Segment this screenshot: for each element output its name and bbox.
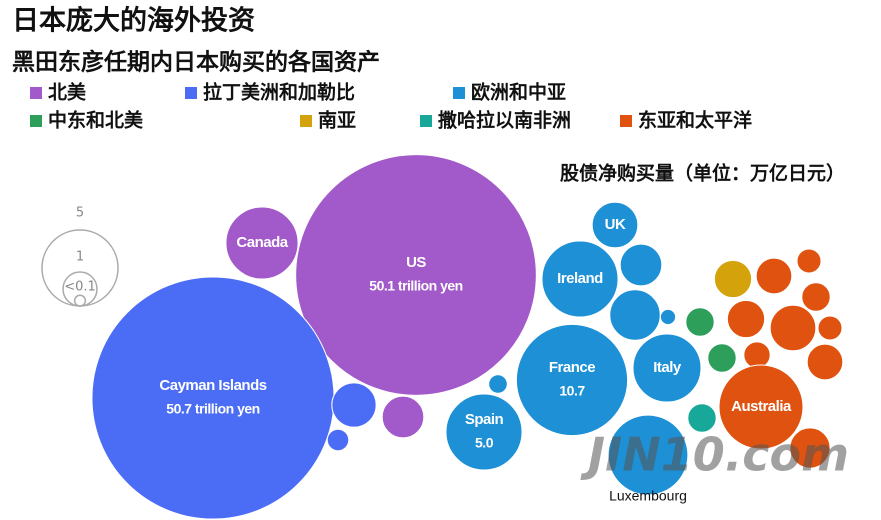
legend-swatch <box>185 87 197 99</box>
bubble <box>789 427 831 469</box>
bubble <box>687 403 717 433</box>
legend-label: 南亚 <box>318 110 356 132</box>
legend-swatch <box>420 115 432 127</box>
legend-label: 北美 <box>48 81 87 104</box>
bubble <box>743 341 771 369</box>
bubble <box>295 154 537 396</box>
watermark: JIN10.com <box>580 428 849 482</box>
bubble <box>713 259 753 299</box>
bubble <box>796 248 822 274</box>
legend-label: 中东和北美 <box>48 109 144 132</box>
bubble <box>769 304 817 352</box>
bubble-label: US <box>406 254 426 271</box>
value-label: 50.1 trillion yen <box>369 278 462 294</box>
bubble <box>91 276 335 520</box>
legend-swatch <box>620 115 632 127</box>
bubble <box>609 289 661 341</box>
bubble <box>488 374 508 394</box>
bubble <box>331 382 377 428</box>
bubble <box>755 257 793 295</box>
size-legend-label: 1 <box>76 250 84 265</box>
bubble <box>685 307 715 337</box>
bubble-label: Luxembourg <box>609 488 687 504</box>
bubble <box>659 308 677 326</box>
bubble-label: Australia <box>731 398 792 415</box>
bubble <box>806 343 844 381</box>
bubble <box>225 206 299 280</box>
bubble-label: UK <box>605 216 626 233</box>
bubble <box>541 240 619 318</box>
legend-swatch <box>30 87 42 99</box>
chart-subtitle: 黑田东彦任期内日本购买的各国资产 <box>12 49 380 76</box>
bubble-label: France <box>549 359 595 376</box>
legend-label: 拉丁美洲和加勒比 <box>203 81 355 104</box>
size-legend-circle <box>73 294 87 307</box>
legend-label: 东亚和太平洋 <box>638 109 752 132</box>
bubble <box>326 428 350 452</box>
chart-title: 日本庞大的海外投资 <box>12 5 255 37</box>
note: 股债净购买量（单位：万亿日元） <box>560 162 845 185</box>
bubble <box>632 333 702 403</box>
size-legend-label: 5 <box>76 206 84 221</box>
size-legend-label: <0.1 <box>64 280 96 295</box>
bubble <box>591 201 639 249</box>
bubble-label: Cayman Islands <box>159 377 266 394</box>
bubble-label: Italy <box>653 359 682 376</box>
legend-swatch <box>30 115 42 127</box>
bubble <box>445 393 523 471</box>
value-label: 10.7 <box>559 383 585 399</box>
bubble <box>817 315 843 341</box>
bubble <box>607 414 689 496</box>
value-label: 50.7 trillion yen <box>166 401 259 417</box>
bubble <box>718 364 804 450</box>
bubble-label: Spain <box>465 411 504 428</box>
bubble-label: Ireland <box>557 270 603 287</box>
legend-swatch <box>453 87 465 99</box>
bubble <box>515 323 629 437</box>
legend-swatch <box>300 115 312 127</box>
bubble <box>801 282 831 312</box>
bubble <box>726 299 766 339</box>
bubble <box>707 343 737 373</box>
legend-label: 撒哈拉以南非洲 <box>438 109 571 132</box>
bubble-label: Canada <box>236 234 288 251</box>
value-label: 5.0 <box>475 435 494 451</box>
legend-label: 欧洲和中亚 <box>471 81 566 104</box>
bubble <box>619 243 663 287</box>
bubble <box>381 395 425 439</box>
